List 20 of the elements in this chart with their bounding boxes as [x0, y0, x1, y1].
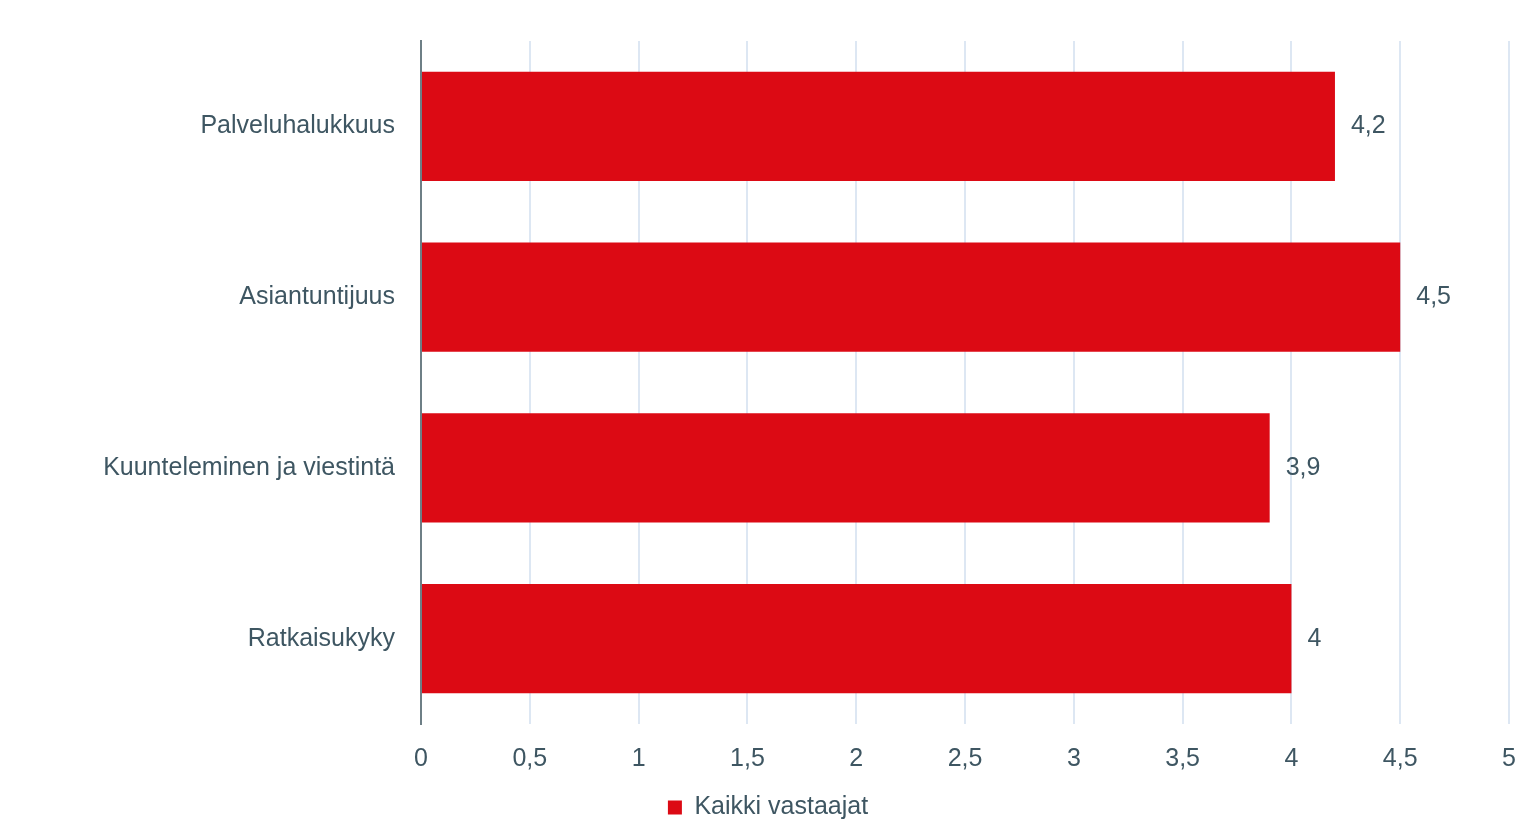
data-label: 4 [1307, 622, 1322, 651]
x-tick-label: 0,5 [512, 742, 548, 771]
y-tick-label: Palveluhalukkuus [200, 110, 395, 139]
data-label: 3,9 [1285, 451, 1321, 480]
legend-label: Kaikki vastaajat [694, 791, 869, 820]
x-tick-label: 2 [849, 742, 864, 771]
x-tick-label: 4,5 [1382, 742, 1418, 771]
y-tick-label: Ratkaisukyky [247, 622, 396, 651]
y-tick-label: Kuunteleminen ja viestintä [103, 451, 396, 480]
x-tick-label: 0 [414, 742, 428, 771]
x-tick-label: 4 [1284, 742, 1299, 771]
y-tick-label: Asiantuntijuus [239, 281, 395, 310]
x-tick-label: 1 [631, 742, 646, 771]
data-label: 4,5 [1416, 281, 1452, 310]
x-tick-label: 3 [1066, 742, 1081, 771]
x-tick-label: 2,5 [947, 742, 983, 771]
data-label: 4,2 [1350, 110, 1386, 139]
x-tick-label: 5 [1502, 742, 1516, 771]
x-tick-label: 1,5 [730, 742, 765, 771]
x-tick-label: 3,5 [1165, 742, 1201, 771]
